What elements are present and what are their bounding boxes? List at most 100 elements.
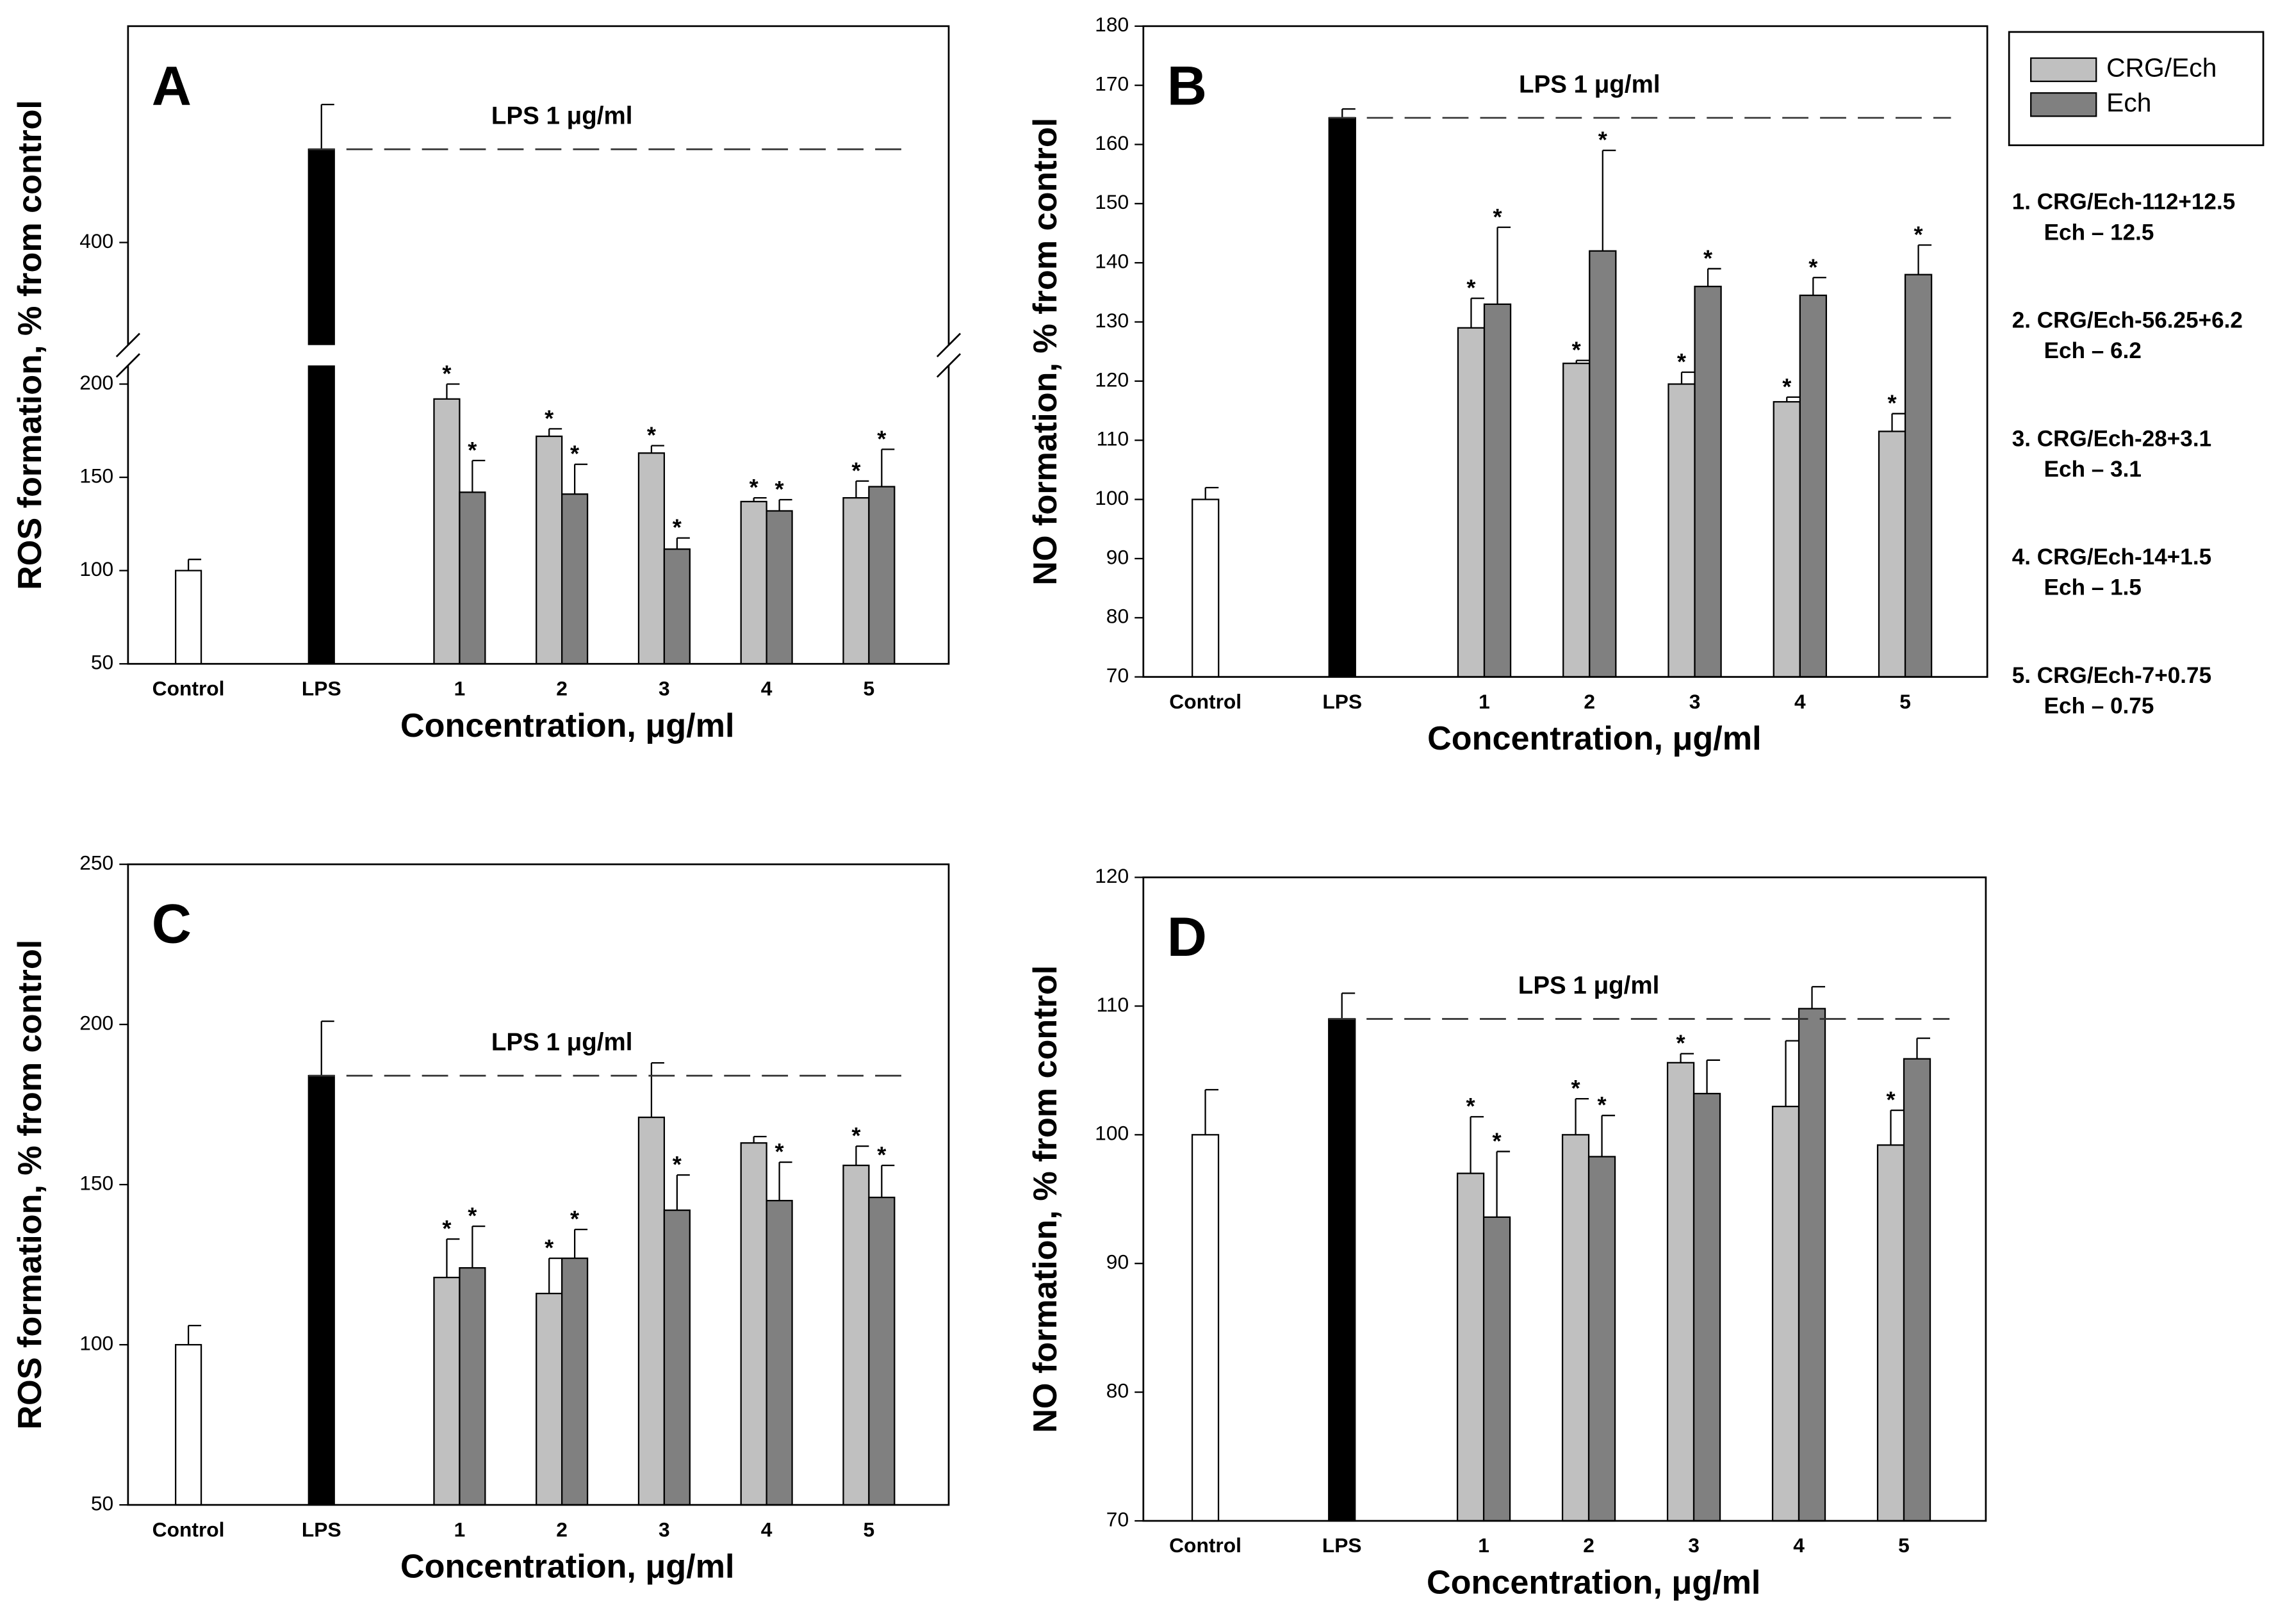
x-tick-label: 3 xyxy=(1688,1534,1700,1557)
significance-marker: * xyxy=(1676,1030,1685,1056)
legend-swatch xyxy=(2030,92,2097,117)
bar xyxy=(1457,327,1486,678)
bar xyxy=(1192,498,1220,678)
bar xyxy=(1482,1216,1511,1522)
y-axis-label: ROS formation, % from control xyxy=(12,100,49,590)
y-tick-label: 100 xyxy=(1095,486,1129,509)
x-axis-label: Concentration, μg/ml xyxy=(1427,1564,1760,1602)
y-tick-label: 70 xyxy=(1106,664,1129,687)
note: 2. CRG/Ech-56.25+6.2 xyxy=(2012,308,2243,333)
note: Ech – 0.75 xyxy=(2044,694,2154,719)
significance-marker: * xyxy=(775,1138,785,1165)
bar xyxy=(1876,1144,1905,1522)
significance-marker: * xyxy=(673,514,682,541)
bar xyxy=(1694,286,1722,678)
x-tick-label: 1 xyxy=(454,1518,466,1541)
bar xyxy=(1904,274,1933,678)
x-axis-label: Concentration, μg/ml xyxy=(400,707,734,744)
x-tick-label: LPS xyxy=(1322,690,1362,713)
significance-marker: * xyxy=(1466,275,1476,301)
x-tick-label: 5 xyxy=(1899,690,1911,713)
legend-label: CRG/Ech xyxy=(2106,53,2217,83)
x-tick-label: 5 xyxy=(1898,1534,1910,1557)
significance-marker: * xyxy=(570,441,580,467)
x-axis-label: Concentration, μg/ml xyxy=(1427,720,1761,757)
axis-break-mark xyxy=(115,353,140,378)
bar xyxy=(1328,117,1356,678)
y-tick-label: 50 xyxy=(91,651,113,674)
y-tick-label: 170 xyxy=(1095,72,1129,95)
annotation: LPS 1 μg/ml xyxy=(1518,972,1660,999)
y-axis-label: NO formation, % from control xyxy=(1027,965,1064,1433)
y-tick-label: 160 xyxy=(1095,131,1129,154)
bar xyxy=(459,491,486,665)
significance-marker: * xyxy=(1572,337,1582,363)
annotation: LPS 1 μg/ml xyxy=(491,1028,633,1056)
bar xyxy=(766,1199,793,1506)
significance-marker: * xyxy=(468,1202,477,1229)
bar xyxy=(175,1343,202,1506)
y-tick-label: 70 xyxy=(1106,1507,1129,1530)
x-tick-label: Control xyxy=(152,1518,225,1541)
bar xyxy=(1668,383,1696,678)
significance-marker: * xyxy=(1571,1075,1581,1101)
note: Ech – 3.1 xyxy=(2044,457,2142,482)
note: 5. CRG/Ech-7+0.75 xyxy=(2012,663,2211,688)
legend-label: Ech xyxy=(2106,88,2151,117)
bar xyxy=(433,398,461,665)
significance-marker: * xyxy=(1703,245,1713,271)
significance-marker: * xyxy=(851,1122,861,1149)
significance-marker: * xyxy=(1598,1092,1607,1118)
y-tick-label: 180 xyxy=(1095,13,1129,36)
bar xyxy=(766,510,793,665)
y-tick-label: 80 xyxy=(1106,605,1129,628)
x-tick-label: 3 xyxy=(659,677,670,700)
bar xyxy=(175,570,202,665)
significance-marker: * xyxy=(851,457,861,484)
significance-marker: * xyxy=(570,1206,580,1232)
bar xyxy=(740,500,767,665)
x-tick-label: 4 xyxy=(761,1518,773,1541)
x-tick-label: LPS xyxy=(302,1518,341,1541)
y-tick-label: 120 xyxy=(1095,368,1129,391)
y-tick-label: 200 xyxy=(79,371,113,394)
x-tick-label: 2 xyxy=(556,1518,568,1541)
x-tick-label: Control xyxy=(1169,690,1241,713)
y-tick-label: 110 xyxy=(1097,993,1129,1016)
x-tick-label: 1 xyxy=(1479,690,1490,713)
significance-marker: * xyxy=(1782,373,1792,400)
x-tick-label: LPS xyxy=(1322,1534,1362,1557)
y-tick-label: 100 xyxy=(1095,1122,1129,1145)
bar xyxy=(637,452,666,665)
panel-label: C xyxy=(152,894,192,955)
axis-break-mark xyxy=(936,353,962,378)
note: Ech – 1.5 xyxy=(2044,575,2142,600)
y-tick-label: 130 xyxy=(1095,309,1129,332)
y-tick-label: 150 xyxy=(1095,190,1129,213)
y-axis-label: NO formation, % from control xyxy=(1027,118,1064,586)
significance-marker: * xyxy=(877,425,887,452)
bar xyxy=(868,486,896,665)
significance-marker: * xyxy=(1598,127,1608,153)
y-tick-label: 90 xyxy=(1106,545,1129,568)
bar xyxy=(1878,431,1906,678)
significance-marker: * xyxy=(673,1151,682,1177)
x-tick-label: Control xyxy=(152,677,225,700)
y-tick-label: 110 xyxy=(1097,427,1129,450)
x-tick-label: 1 xyxy=(454,677,466,700)
bar xyxy=(1666,1062,1695,1522)
axis-break-gap xyxy=(119,345,958,366)
bar xyxy=(1589,250,1617,678)
y-tick-label: 90 xyxy=(1106,1251,1129,1274)
bar xyxy=(637,1116,666,1506)
bar xyxy=(842,496,870,665)
axis-break-mark xyxy=(936,332,962,357)
plot-frame xyxy=(1142,876,1987,1522)
x-axis-label: Concentration, μg/ml xyxy=(400,1548,734,1586)
y-axis-label: ROS formation, % from control xyxy=(12,940,49,1430)
bar xyxy=(1692,1092,1721,1522)
significance-marker: * xyxy=(750,474,759,500)
bar xyxy=(740,1142,767,1506)
bar xyxy=(561,493,589,665)
